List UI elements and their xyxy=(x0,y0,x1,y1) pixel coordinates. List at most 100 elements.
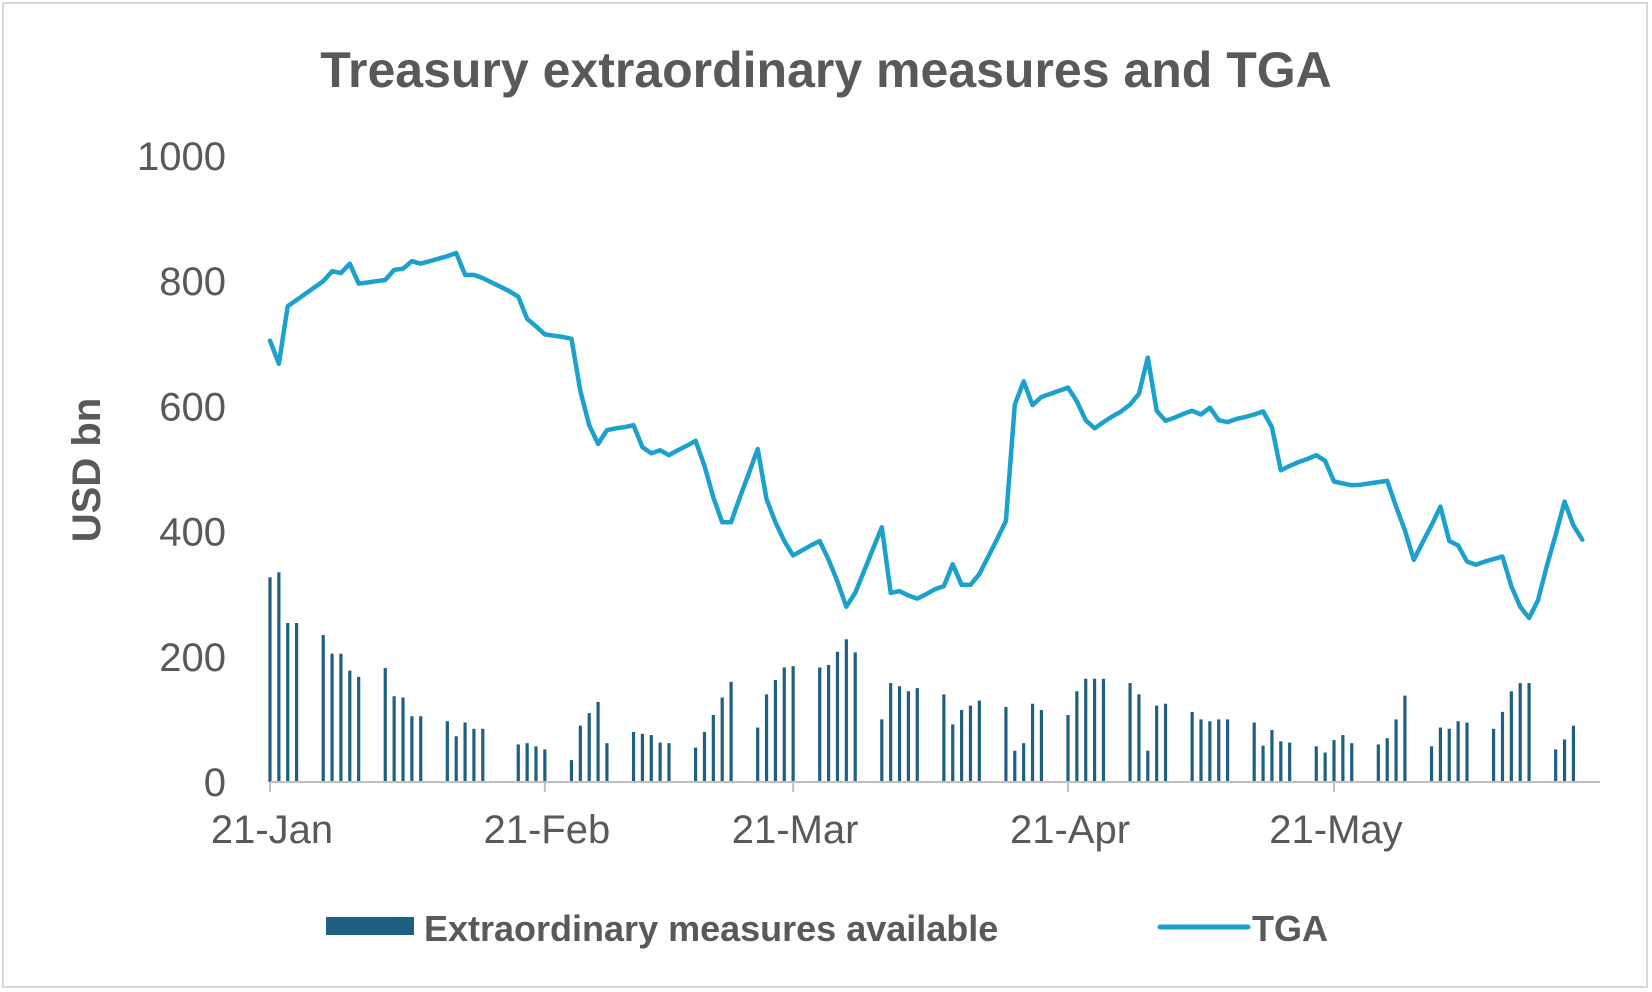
x-tick-label-21-Apr: 21-Apr xyxy=(1010,808,1130,852)
y-tick-label-0: 0 xyxy=(204,761,226,805)
legend-label-extraordinary-measures: Extraordinary measures available xyxy=(424,908,998,949)
bar-28 xyxy=(631,731,636,782)
bar-8 xyxy=(357,676,361,782)
bar-71 xyxy=(1155,705,1159,782)
y-axis-label: USD bn xyxy=(65,398,109,542)
bar-53 xyxy=(942,694,946,782)
bar-103 xyxy=(1562,739,1567,782)
y-tick-labels: 0 200 400 600 800 1000 xyxy=(137,135,226,805)
bar-6 xyxy=(339,653,343,782)
bar-35 xyxy=(711,715,715,782)
bar-98 xyxy=(1500,711,1505,782)
y-tick-label-800: 800 xyxy=(159,260,226,304)
bar-49 xyxy=(889,683,893,782)
legend: Extraordinary measures available TGA xyxy=(326,908,1328,949)
bar-31 xyxy=(658,742,662,782)
legend-swatch-bar xyxy=(326,917,414,935)
bar-92 xyxy=(1429,746,1434,782)
bar-41 xyxy=(782,667,786,782)
bar-48 xyxy=(880,719,884,782)
bar-74 xyxy=(1199,719,1203,782)
bar-51 xyxy=(906,691,910,782)
x-tick-label-21-Mar: 21-Mar xyxy=(732,808,859,852)
bar-80 xyxy=(1270,730,1274,782)
bar-27 xyxy=(605,743,609,782)
bar-38 xyxy=(756,727,760,782)
bar-29 xyxy=(640,733,644,782)
bar-34 xyxy=(702,731,707,782)
bar-84 xyxy=(1323,752,1327,782)
bar-18 xyxy=(481,728,485,782)
bar-61 xyxy=(1030,703,1035,782)
bar-2 xyxy=(286,622,290,782)
bar-87 xyxy=(1350,743,1354,782)
bar-59 xyxy=(1013,750,1017,782)
bar-79 xyxy=(1261,745,1265,782)
bar-30 xyxy=(649,735,653,782)
bar-68 xyxy=(1128,683,1132,782)
bar-33 xyxy=(694,747,698,782)
bar-77 xyxy=(1226,719,1230,782)
bar-37 xyxy=(729,681,733,782)
bar-66 xyxy=(1093,678,1097,782)
bar-52 xyxy=(915,688,919,782)
y-tick-label-600: 600 xyxy=(159,385,226,429)
y-tick-label-400: 400 xyxy=(159,511,226,555)
bar-90 xyxy=(1394,719,1398,782)
bar-88 xyxy=(1376,744,1380,782)
bar-47 xyxy=(853,652,857,782)
bar-42 xyxy=(791,666,795,782)
bar-67 xyxy=(1101,678,1106,782)
bar-100 xyxy=(1518,683,1522,782)
bar-26 xyxy=(596,701,600,782)
bar-86 xyxy=(1341,735,1345,782)
bar-75 xyxy=(1208,721,1212,782)
bar-83 xyxy=(1314,746,1318,782)
bar-93 xyxy=(1438,727,1442,782)
bar-64 xyxy=(1075,691,1079,782)
bar-13 xyxy=(419,716,423,782)
bar-57 xyxy=(977,700,981,782)
bar-23 xyxy=(569,760,574,782)
bar-44 xyxy=(827,664,831,782)
bar-32 xyxy=(667,743,671,782)
bar-24 xyxy=(578,725,582,782)
bar-65 xyxy=(1084,678,1088,782)
bar-22 xyxy=(543,749,547,782)
bar-81 xyxy=(1279,741,1283,782)
bar-15 xyxy=(454,736,458,782)
legend-label-tga: TGA xyxy=(1252,908,1328,949)
bar-78 xyxy=(1252,722,1256,782)
bar-19 xyxy=(516,744,520,782)
bar-104 xyxy=(1571,725,1575,782)
bar-70 xyxy=(1146,750,1150,782)
bar-95 xyxy=(1456,721,1460,782)
bar-4 xyxy=(321,634,325,782)
bar-46 xyxy=(844,639,848,782)
bar-73 xyxy=(1190,711,1194,782)
bar-14 xyxy=(445,721,449,782)
bar-55 xyxy=(960,710,964,782)
bar-99 xyxy=(1509,691,1513,782)
bar-96 xyxy=(1465,722,1469,782)
bar-58 xyxy=(1004,706,1008,782)
y-tick-label-200: 200 xyxy=(159,636,226,680)
bar-72 xyxy=(1163,703,1168,782)
bar-63 xyxy=(1066,715,1070,782)
bar-10 xyxy=(392,696,396,782)
bar-62 xyxy=(1039,710,1043,782)
bar-39 xyxy=(764,694,769,782)
bar-102 xyxy=(1554,749,1558,782)
bar-3 xyxy=(295,622,299,782)
tga-line xyxy=(267,250,1585,621)
bar-89 xyxy=(1385,738,1389,782)
bar-0 xyxy=(268,577,272,782)
bar-36 xyxy=(720,697,724,782)
bar-1 xyxy=(277,572,281,782)
bar-43 xyxy=(818,667,822,782)
bar-56 xyxy=(968,705,973,782)
bar-91 xyxy=(1403,695,1407,782)
bar-85 xyxy=(1332,740,1336,782)
bar-21 xyxy=(534,746,538,782)
